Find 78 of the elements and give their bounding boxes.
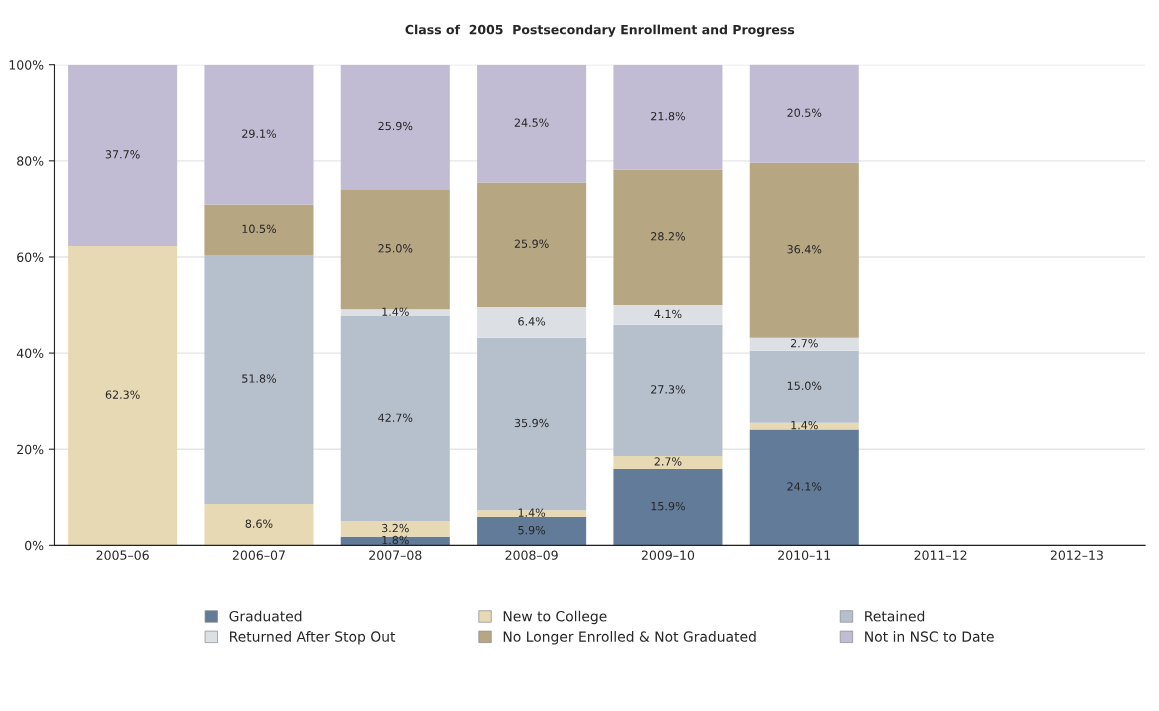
data-label: 2.7% [654, 457, 682, 466]
legend-label: Not in NSC to Date [865, 631, 994, 642]
data-label: 51.8% [242, 374, 276, 383]
data-label: 6.4% [518, 317, 546, 326]
bar [340, 64, 450, 190]
data-label: 25.9% [514, 239, 549, 248]
y-tick-label: 0% [25, 540, 44, 551]
data-label: 24.1% [787, 482, 822, 491]
x-tick-label: 2006–07 [232, 550, 285, 560]
x-tick-label: 2011–12 [914, 550, 967, 560]
data-label: 24.5% [514, 118, 549, 127]
bar [613, 455, 723, 469]
y-tick-label: 40% [16, 348, 44, 359]
data-label: 4.1% [654, 309, 682, 319]
y-tick-label: 80% [17, 156, 44, 166]
data-label: 42.7% [378, 413, 413, 422]
bar [613, 324, 723, 456]
bar [204, 504, 314, 546]
bar [340, 309, 450, 317]
bar [477, 516, 587, 546]
data-label: 28.2% [651, 232, 685, 241]
y-tick-label: 20% [17, 444, 44, 455]
bar [477, 510, 587, 517]
data-label: 15.0% [787, 381, 822, 390]
y-tick-label: 60% [17, 252, 44, 262]
data-label: 1.4% [518, 508, 546, 517]
data-label: 27.3% [651, 385, 685, 394]
x-tick-label: 2012–13 [1050, 550, 1103, 560]
data-label: 37.7% [105, 150, 140, 159]
bar [68, 64, 178, 246]
data-label: 5.9% [518, 525, 546, 535]
bar [204, 204, 314, 256]
data-label: 36.4% [787, 245, 822, 254]
bar [749, 350, 859, 423]
legend-label: Returned After Stop Out [230, 631, 396, 645]
legend-label: New to College [503, 610, 607, 625]
bar [477, 306, 587, 338]
x-tick-label: 2009–10 [641, 550, 695, 560]
legend-label: Graduated [229, 610, 302, 622]
data-label: 3.2% [382, 523, 409, 533]
x-tick-label: 2005–06 [96, 550, 149, 560]
bar [749, 422, 859, 430]
x-tick-label: 2007–08 [369, 550, 422, 560]
x-tick-label: 2010–11 [778, 550, 831, 560]
data-label: 25.0% [378, 244, 413, 253]
chart-title: Class of 2005 Postsecondary Enrollment and Progress [405, 24, 795, 37]
data-label: 1.8% [382, 535, 409, 545]
bar [204, 255, 314, 504]
data-label: 1.4% [382, 307, 409, 316]
bar [749, 429, 859, 546]
data-label: 21.8% [651, 111, 685, 121]
bar [613, 64, 723, 170]
legend-label: No Longer Enrolled & Not Graduated [503, 631, 756, 645]
y-tick-label: 100% [9, 60, 44, 70]
legend-label: Retained [865, 610, 925, 622]
data-label: 35.9% [514, 418, 549, 428]
bar [749, 64, 859, 163]
bar [613, 305, 723, 325]
data-label: 62.3% [105, 390, 140, 399]
bar [340, 316, 450, 522]
bar [749, 162, 859, 338]
data-label: 15.9% [651, 501, 685, 511]
bar [613, 468, 723, 546]
bar [477, 64, 587, 183]
x-tick-label: 2008–09 [505, 550, 558, 560]
data-label: 1.4% [791, 420, 818, 430]
bar [68, 245, 178, 546]
bar [613, 169, 723, 306]
bar [204, 64, 314, 205]
bar [477, 182, 587, 307]
data-label: 10.5% [242, 224, 276, 234]
data-label: 20.5% [787, 108, 822, 117]
bar [749, 337, 859, 351]
data-label: 25.9% [378, 121, 413, 131]
bar [340, 521, 450, 537]
data-label: 29.1% [242, 129, 276, 138]
data-label: 2.7% [790, 339, 818, 348]
data-label: 8.6% [245, 519, 273, 528]
